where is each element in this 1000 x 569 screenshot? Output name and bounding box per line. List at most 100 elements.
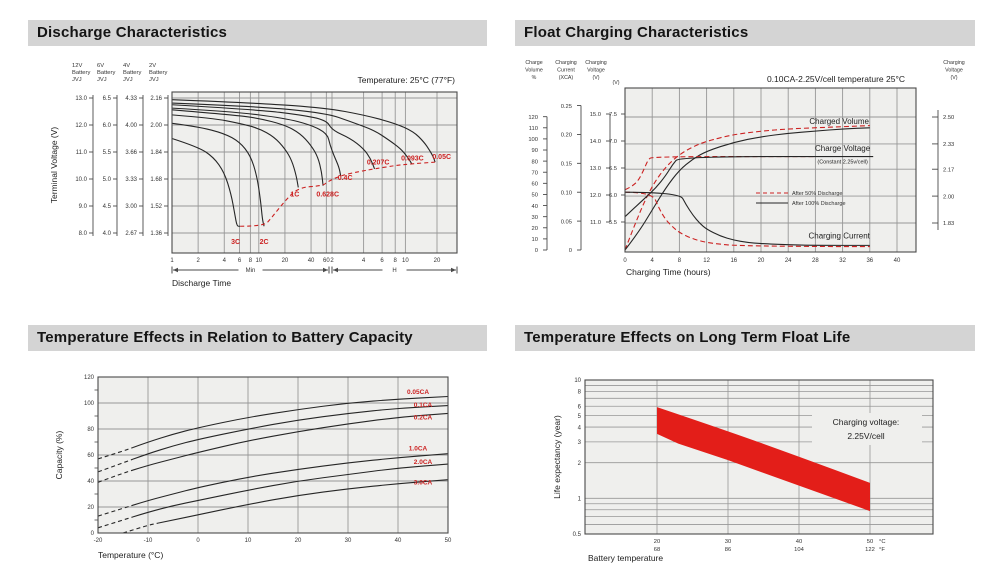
curve-label-2C: 2C — [260, 239, 269, 246]
scale-header: Charging — [943, 60, 965, 66]
curve-0.05CA — [132, 395, 449, 448]
x-axis-label: Charging Time (hours) — [626, 267, 711, 277]
scale-tick-label: 90 — [532, 148, 538, 154]
y-axis-label: Terminal Voltage (V) — [49, 127, 59, 204]
scale-tick-label: 5.5 — [609, 220, 617, 226]
scale-tick-label: 3.00 — [125, 204, 137, 210]
scale-tick-label: 10 — [532, 237, 538, 243]
temp-capacity-title-bar: Temperature Effects in Relation to Batte… — [28, 325, 487, 351]
curve-0.628C — [171, 109, 324, 186]
x-tick-label-f: 68 — [654, 547, 660, 553]
scale-tick-label: 1.52 — [150, 204, 162, 210]
scale-header: Battery — [97, 70, 115, 76]
discharge-title-bar: Discharge Characteristics — [28, 20, 487, 46]
scale-tick-label: 0 — [535, 248, 538, 254]
curve-3.0CA-dashed — [122, 522, 159, 534]
annotation: Charge Voltage — [815, 144, 871, 153]
x-tick-label: 0 — [623, 258, 627, 264]
curve-label-0.4C: 0.4C — [338, 175, 353, 182]
scale-header: 4V — [123, 63, 130, 69]
plot-border — [584, 379, 934, 535]
scale-header: 12V — [72, 63, 82, 69]
curve-label-0.05C: 0.05C — [432, 154, 451, 161]
scale-header: % — [532, 75, 537, 81]
x-tick-label: 10 — [255, 258, 262, 264]
scale-tick-label: 7.0 — [609, 139, 617, 145]
x-tick-label: 2 — [330, 258, 334, 264]
x-tick-label: 28 — [812, 258, 819, 264]
curve-0.1CA-dashed — [97, 458, 134, 473]
x-tick-label: 40 — [395, 538, 402, 544]
curve-0.1CA — [132, 405, 449, 460]
y-tick-label: 8 — [578, 390, 582, 396]
curve-label-0.05CA: 0.05CA — [407, 389, 429, 396]
curve-0.093C — [171, 102, 413, 165]
scale-header: Charging — [555, 60, 577, 66]
x-tick-label: 6 — [380, 258, 384, 264]
float-charging-title: Float Charging Characteristics — [524, 24, 749, 41]
scale-tick-label: 2.33 — [943, 142, 954, 148]
x-tick-label-c: 20 — [654, 539, 660, 545]
x-tick-label: 40 — [308, 258, 315, 264]
x-tick-label-c: 40 — [796, 539, 802, 545]
scale-tick-label: 4.0 — [103, 231, 112, 237]
curve-2C — [171, 122, 265, 227]
scale-header: Battery — [123, 70, 141, 76]
plot-border — [171, 91, 458, 254]
scale-tick-label: 0.20 — [561, 133, 572, 139]
x-tick-label: 30 — [345, 538, 352, 544]
y-tick-label: 0.5 — [573, 532, 582, 538]
plot-area — [172, 92, 457, 253]
discharge-end-curve — [240, 161, 436, 227]
curve-0.05CA-dashed — [97, 446, 134, 460]
temp-float-life-title-bar: Temperature Effects on Long Term Float L… — [515, 325, 975, 351]
scale-tick-label: 60 — [532, 182, 538, 188]
curve-label-0.628C: 0.628C — [316, 192, 339, 199]
annotation-bg — [812, 413, 922, 445]
x-tick-label: 4 — [651, 258, 655, 264]
scale-tick-label: 110 — [529, 126, 538, 132]
scale-tick-label: 4.5 — [103, 204, 112, 210]
y-tick-label: 20 — [87, 505, 94, 511]
curve-label-2.0CA: 2.0CA — [414, 459, 433, 466]
curve-label-3C: 3C — [231, 239, 240, 246]
scale-tick-label: 0 — [569, 248, 572, 254]
range-label: H — [392, 268, 396, 274]
x-tick-label: 20 — [282, 258, 289, 264]
scale-header: 6V — [97, 63, 104, 69]
scale-tick-label: 0.10 — [561, 190, 572, 196]
arrow-head — [333, 267, 338, 273]
curve-0.2CA — [132, 412, 449, 471]
scale-tick-label: 1.36 — [150, 231, 162, 237]
curve-label-0.093C: 0.093C — [401, 155, 424, 162]
scale-tick-label: 6.5 — [103, 96, 112, 102]
y-tick-label: 60 — [87, 453, 94, 459]
scale-tick-label: 12.0 — [75, 123, 87, 129]
scale-tick-label: 80 — [532, 159, 538, 165]
x-tick-label: 12 — [703, 258, 710, 264]
curve-label-0.1CA: 0.1CA — [414, 402, 433, 409]
curve-1C — [171, 114, 299, 188]
temperature-capacity-chart: 0.05CA 0.1CA 0.2CA 1.0CA 2.0CA 3.0CA 0 20 40 60 80… — [54, 375, 452, 560]
scale-tick-label: 40 — [532, 204, 538, 210]
x-tick-label: 50 — [445, 538, 452, 544]
x-tick-label: 40 — [894, 258, 901, 264]
x-axis-label: Temperature (°C) — [98, 550, 163, 560]
curve-label-3.0CA: 3.0CA — [414, 479, 433, 486]
x-tick-label-c: 50 — [867, 539, 873, 545]
curve-3.0CA — [157, 479, 449, 524]
temperature-float-life-chart: Charging voltage:2.25V/cell1086543210.52… — [552, 378, 934, 563]
plot-border — [624, 87, 917, 253]
x-unit-celsius: °C — [879, 539, 886, 545]
curve-0.2CA-dashed — [97, 469, 134, 483]
y-tick-label: 6 — [578, 404, 582, 410]
scale-tick-label: 3.66 — [125, 150, 137, 156]
charge-voltage-after-50 — [624, 156, 816, 191]
x-tick-label: 6 — [238, 258, 242, 264]
y-tick-label: 40 — [87, 479, 94, 485]
discharge-title: Discharge Characteristics — [37, 24, 228, 41]
y-tick-label: 1 — [578, 497, 582, 503]
x-tick-label: 32 — [839, 258, 846, 264]
x-tick-label: 8 — [249, 258, 253, 264]
